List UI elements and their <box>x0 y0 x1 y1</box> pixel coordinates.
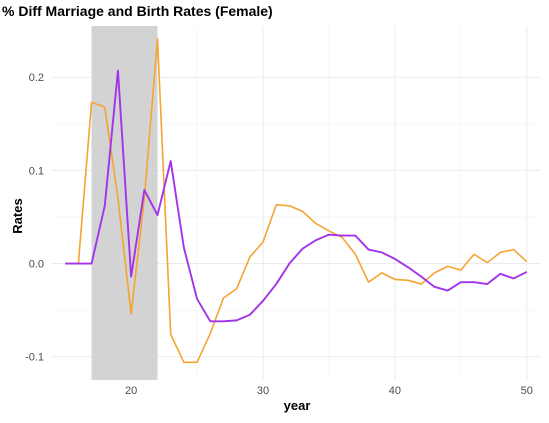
series-line-2 <box>65 69 528 323</box>
tick-labels: 20 30 40 50 -0.1 0.0 0.1 0.2 <box>25 72 533 397</box>
x-tick-label: 50 <box>521 385 533 397</box>
y-axis-title: Rates <box>10 198 25 233</box>
y-tick-label: -0.1 <box>25 352 44 364</box>
chart-title: % Diff Marriage and Birth Rates (Female) <box>2 3 273 19</box>
shaded-region-layer <box>91 26 158 380</box>
x-tick-label: 20 <box>125 385 137 397</box>
y-tick-label: 0.0 <box>29 259 44 271</box>
shaded-region <box>91 26 158 380</box>
series-line-1 <box>65 38 528 364</box>
y-tick-label: 0.2 <box>29 72 44 84</box>
x-tick-label: 30 <box>257 385 269 397</box>
x-axis-title: year <box>284 398 311 413</box>
x-tick-label: 40 <box>389 385 401 397</box>
series-layer <box>65 38 528 364</box>
y-tick-label: 0.1 <box>29 165 44 177</box>
